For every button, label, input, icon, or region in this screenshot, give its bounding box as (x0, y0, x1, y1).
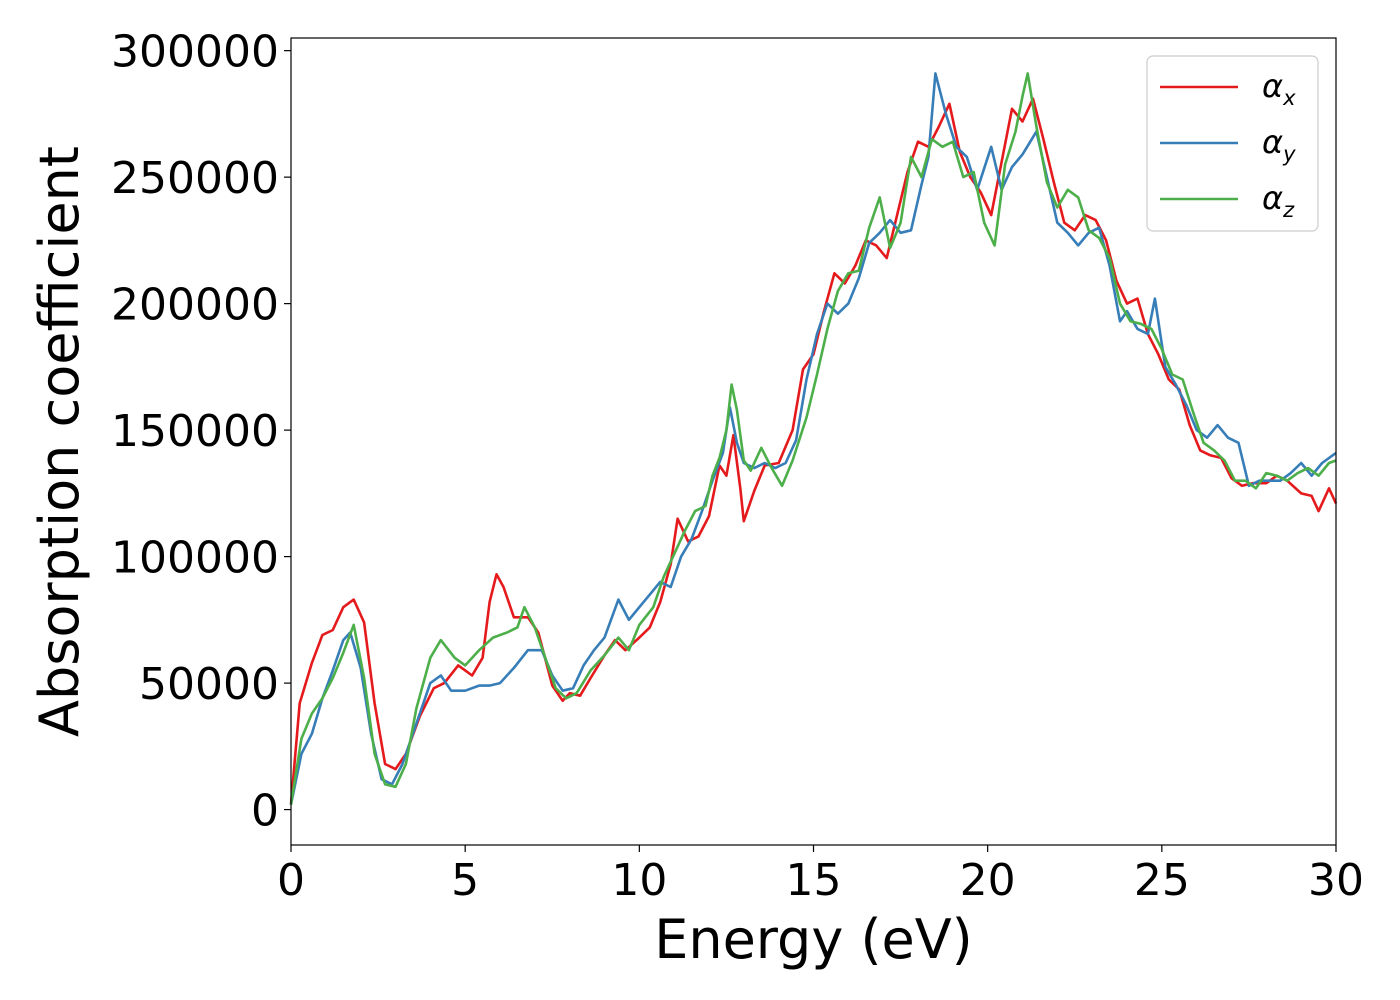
plot-frame (290, 37, 1337, 846)
x-tick-label: 10 (611, 855, 667, 906)
x-tick-label: 20 (960, 855, 1016, 906)
y-tick-label: 150000 (111, 406, 279, 457)
legend: αx αy αz (1146, 55, 1319, 232)
legend-label-z: αz (1262, 179, 1295, 222)
y-tick-label: 100000 (111, 533, 279, 584)
series-line-x (289, 97, 1338, 805)
series-lines (289, 72, 1338, 805)
legend-label-y: αy (1262, 123, 1296, 166)
y-tick-label: 50000 (139, 659, 279, 710)
y-axis-ticks: 0 50000 100000 150000 200000 250000 300000 (111, 27, 291, 837)
x-tick-label: 0 (277, 855, 305, 906)
series-line-z (289, 72, 1337, 805)
y-tick-label: 300000 (111, 27, 279, 78)
y-axis-title: Absorption coefficient (28, 146, 91, 737)
legend-label-x: αx (1262, 67, 1296, 110)
x-axis-ticks: 0 5 10 15 20 25 30 (277, 845, 1364, 906)
y-tick-label: 200000 (111, 280, 279, 331)
x-tick-label: 15 (786, 855, 842, 906)
x-tick-label: 25 (1134, 855, 1190, 906)
y-tick-label: 0 (251, 786, 279, 837)
x-tick-label: 5 (451, 855, 479, 906)
y-tick-label: 250000 (111, 153, 279, 204)
x-axis-title: Energy (eV) (654, 908, 973, 971)
series-line-y (289, 72, 1337, 805)
x-tick-label: 30 (1308, 855, 1364, 906)
